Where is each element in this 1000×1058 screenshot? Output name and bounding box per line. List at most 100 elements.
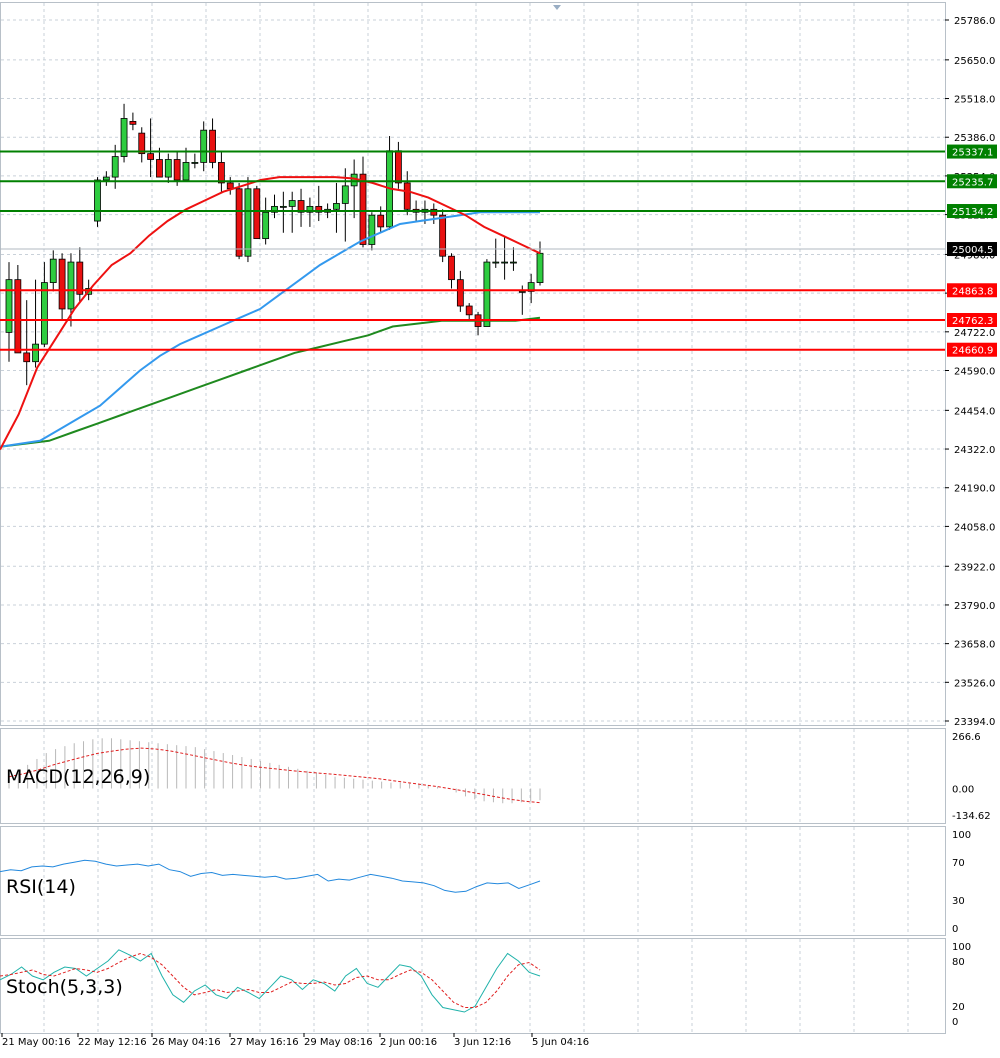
candle-body [182, 162, 190, 181]
price-tick-label: 24058.0 [954, 522, 995, 533]
time-tick-label: 22 May 12:16 [78, 1037, 147, 1048]
candle-body [536, 252, 544, 283]
candle-body [49, 258, 57, 283]
price-tick-label: 23658.0 [954, 640, 995, 651]
macd-tick-label: 266.6 [952, 732, 981, 743]
level-tag-label: 25235.7 [952, 177, 993, 188]
candle-body [430, 208, 438, 216]
rsi-tick-label: 70 [952, 858, 965, 869]
price-tick-label: 23394.0 [954, 717, 995, 728]
time-tick-label: 5 Jun 04:16 [532, 1037, 589, 1048]
candle-body [527, 282, 535, 292]
candle-body [333, 203, 340, 210]
level-tag [947, 342, 997, 357]
candle-body [465, 305, 473, 316]
candle-body [262, 211, 270, 240]
price-tick-label: 25386.0 [954, 133, 995, 144]
rsi-label: RSI(14) [6, 876, 76, 898]
rsi-tick-label: 30 [952, 896, 965, 907]
candle-body [359, 173, 367, 245]
macd-panel [8, 738, 541, 804]
candle-body [394, 150, 402, 184]
price-tick-label: 24722.0 [954, 328, 995, 339]
candle-body [456, 279, 464, 307]
stoch-label: Stoch(5,3,3) [6, 976, 123, 998]
candle-body [492, 261, 500, 264]
grid [1, 3, 945, 1033]
level-tag-label: 24762.3 [952, 316, 993, 327]
stoch-panel-frame [0, 938, 946, 1034]
candle-body [5, 279, 13, 333]
candle-body [41, 282, 48, 345]
rsi-tick-label: 100 [952, 830, 971, 841]
candle-body [58, 258, 66, 310]
level-tag [947, 174, 997, 189]
candle-body [297, 200, 305, 213]
candle-body [403, 182, 411, 210]
shift-marker-icon[interactable] [553, 5, 561, 10]
price-axis: 25786.025650.025518.025386.025254.025122… [945, 16, 997, 1028]
candle-body [94, 179, 101, 222]
rsi-panel-frame [0, 826, 946, 936]
rsi-tick-label: 0 [952, 924, 958, 935]
candle-body [288, 200, 296, 207]
stoch-panel [0, 949, 541, 1013]
level-tag-label: 25337.1 [952, 148, 993, 159]
stoch-tick-label: 20 [952, 1002, 965, 1013]
price-tick-label: 24454.0 [954, 406, 995, 417]
candle-body [138, 132, 146, 155]
candle-body [111, 156, 119, 178]
candle-body [164, 159, 172, 178]
candle-body [235, 188, 243, 257]
time-tick-label: 2 Jun 00:16 [380, 1037, 437, 1048]
stoch-tick-label: 80 [952, 957, 965, 968]
level-tag-label: 25134.2 [952, 207, 993, 218]
candle-body [279, 205, 287, 208]
level-tag-label: 24660.9 [952, 346, 993, 357]
price-panel [0, 103, 945, 451]
candle-body [315, 205, 323, 213]
price-tick-label: 25650.0 [954, 56, 995, 67]
time-tick-label: 21 May 00:16 [2, 1037, 71, 1048]
stoch-main-line [0, 949, 541, 1013]
candle-body [14, 279, 22, 354]
candle-body [439, 214, 447, 257]
macd-label: MACD(12,26,9) [6, 766, 151, 788]
stoch-tick-label: 100 [952, 942, 971, 953]
candle-body [518, 290, 526, 293]
price-tick-label: 25786.0 [954, 16, 995, 27]
candle-body [244, 188, 252, 257]
candle-body [129, 120, 137, 125]
candle-body [173, 159, 181, 181]
moving-average-mid [0, 211, 540, 448]
macd-signal-line [8, 747, 541, 804]
level-tag-label: 24863.8 [952, 286, 993, 297]
level-tag [947, 144, 997, 159]
price-tick-label: 25518.0 [954, 95, 995, 106]
macd-tick-label: 0.00 [952, 784, 974, 795]
macd-tick-label: -134.62 [952, 811, 991, 822]
time-tick-label: 27 May 16:16 [230, 1037, 299, 1048]
price-tick-label: 24590.0 [954, 367, 995, 378]
level-tag [947, 204, 997, 219]
candle-body [510, 261, 517, 264]
stoch-signal-line [0, 952, 541, 1008]
candle-body [368, 214, 376, 245]
level-tag [947, 283, 997, 298]
current-price-tag [947, 242, 997, 257]
candle-body [200, 129, 208, 163]
candle-body [483, 261, 491, 327]
candle-body [147, 153, 155, 160]
candle-body [102, 176, 110, 181]
candle-body [501, 261, 509, 264]
candle-body [32, 343, 39, 363]
time-tick-label: 29 May 08:16 [304, 1037, 373, 1048]
price-tick-label: 23526.0 [954, 678, 995, 689]
candle-body [271, 205, 278, 213]
candle-body [67, 261, 75, 310]
price-tick-label: 24190.0 [954, 484, 995, 495]
candle-body [217, 162, 225, 184]
main-panel-frame [0, 2, 946, 726]
